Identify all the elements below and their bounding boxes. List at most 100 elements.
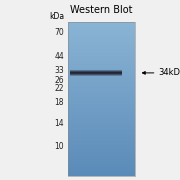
Bar <box>68 108 135 109</box>
Bar <box>68 132 135 133</box>
Bar <box>68 169 135 170</box>
Bar <box>68 101 135 102</box>
Bar <box>68 26 135 27</box>
Bar <box>68 36 135 37</box>
Bar <box>68 25 135 26</box>
Bar <box>68 125 135 126</box>
Bar <box>68 76 135 77</box>
Bar <box>68 106 135 107</box>
Bar <box>68 170 135 171</box>
Bar <box>68 168 135 169</box>
Bar <box>68 48 135 49</box>
Text: Western Blot: Western Blot <box>70 5 133 15</box>
Bar <box>68 148 135 149</box>
Bar <box>68 23 135 24</box>
Text: 33: 33 <box>54 66 64 75</box>
Bar <box>68 138 135 139</box>
Bar <box>68 173 135 174</box>
Bar <box>68 111 135 112</box>
Bar <box>68 137 135 138</box>
Bar <box>68 130 135 131</box>
Bar <box>68 97 135 98</box>
Bar <box>68 69 135 70</box>
Bar <box>68 162 135 163</box>
Bar <box>68 24 135 25</box>
Bar <box>68 103 135 104</box>
Bar <box>68 104 135 105</box>
Bar <box>68 58 135 59</box>
Bar <box>68 128 135 129</box>
Bar <box>68 22 135 176</box>
Bar <box>68 37 135 38</box>
Bar <box>68 145 135 146</box>
Bar <box>68 164 135 165</box>
Bar <box>68 163 135 164</box>
Bar <box>68 161 135 162</box>
Bar <box>68 43 135 44</box>
Bar <box>68 44 135 45</box>
Bar <box>68 117 135 118</box>
Bar <box>68 105 135 106</box>
Bar <box>68 172 135 173</box>
Bar <box>68 87 135 88</box>
Bar <box>68 102 135 103</box>
Bar <box>68 157 135 158</box>
Bar <box>68 56 135 57</box>
Bar <box>68 121 135 122</box>
Bar <box>68 82 135 83</box>
Bar <box>68 159 135 160</box>
Bar <box>68 143 135 144</box>
Bar <box>68 119 135 120</box>
Bar <box>68 39 135 40</box>
Bar <box>68 52 135 53</box>
Bar <box>68 124 135 125</box>
Bar <box>68 144 135 145</box>
Bar <box>68 22 135 23</box>
Bar <box>68 149 135 150</box>
Bar <box>68 116 135 117</box>
Bar <box>68 94 135 95</box>
Bar <box>68 139 135 140</box>
Bar <box>68 65 135 66</box>
Bar <box>68 154 135 155</box>
Bar <box>68 51 135 52</box>
Bar <box>68 155 135 156</box>
Bar <box>68 45 135 46</box>
Bar <box>68 35 135 36</box>
Bar <box>68 156 135 157</box>
Text: 18: 18 <box>54 98 64 107</box>
Bar <box>68 29 135 30</box>
Bar <box>68 141 135 142</box>
Bar <box>68 66 135 67</box>
Bar <box>68 42 135 43</box>
Text: 70: 70 <box>54 28 64 37</box>
Bar <box>68 55 135 56</box>
Bar <box>68 88 135 89</box>
Bar <box>68 54 135 55</box>
Bar <box>68 96 135 97</box>
Bar <box>68 122 135 123</box>
Bar <box>68 61 135 62</box>
Bar <box>68 49 135 50</box>
Bar <box>68 174 135 175</box>
Bar <box>68 78 135 79</box>
Bar <box>68 46 135 47</box>
Bar <box>68 72 135 73</box>
Bar <box>68 171 135 172</box>
Bar <box>68 123 135 124</box>
Bar <box>68 84 135 85</box>
Bar <box>68 160 135 161</box>
Bar <box>68 38 135 39</box>
Bar <box>68 151 135 152</box>
Bar <box>68 147 135 148</box>
Bar <box>68 41 135 42</box>
Bar <box>68 86 135 87</box>
Bar <box>68 81 135 82</box>
Bar <box>68 79 135 80</box>
Bar <box>68 62 135 63</box>
Bar <box>68 60 135 61</box>
Bar <box>68 98 135 99</box>
Bar <box>68 166 135 167</box>
Bar <box>68 136 135 137</box>
Bar <box>68 92 135 93</box>
